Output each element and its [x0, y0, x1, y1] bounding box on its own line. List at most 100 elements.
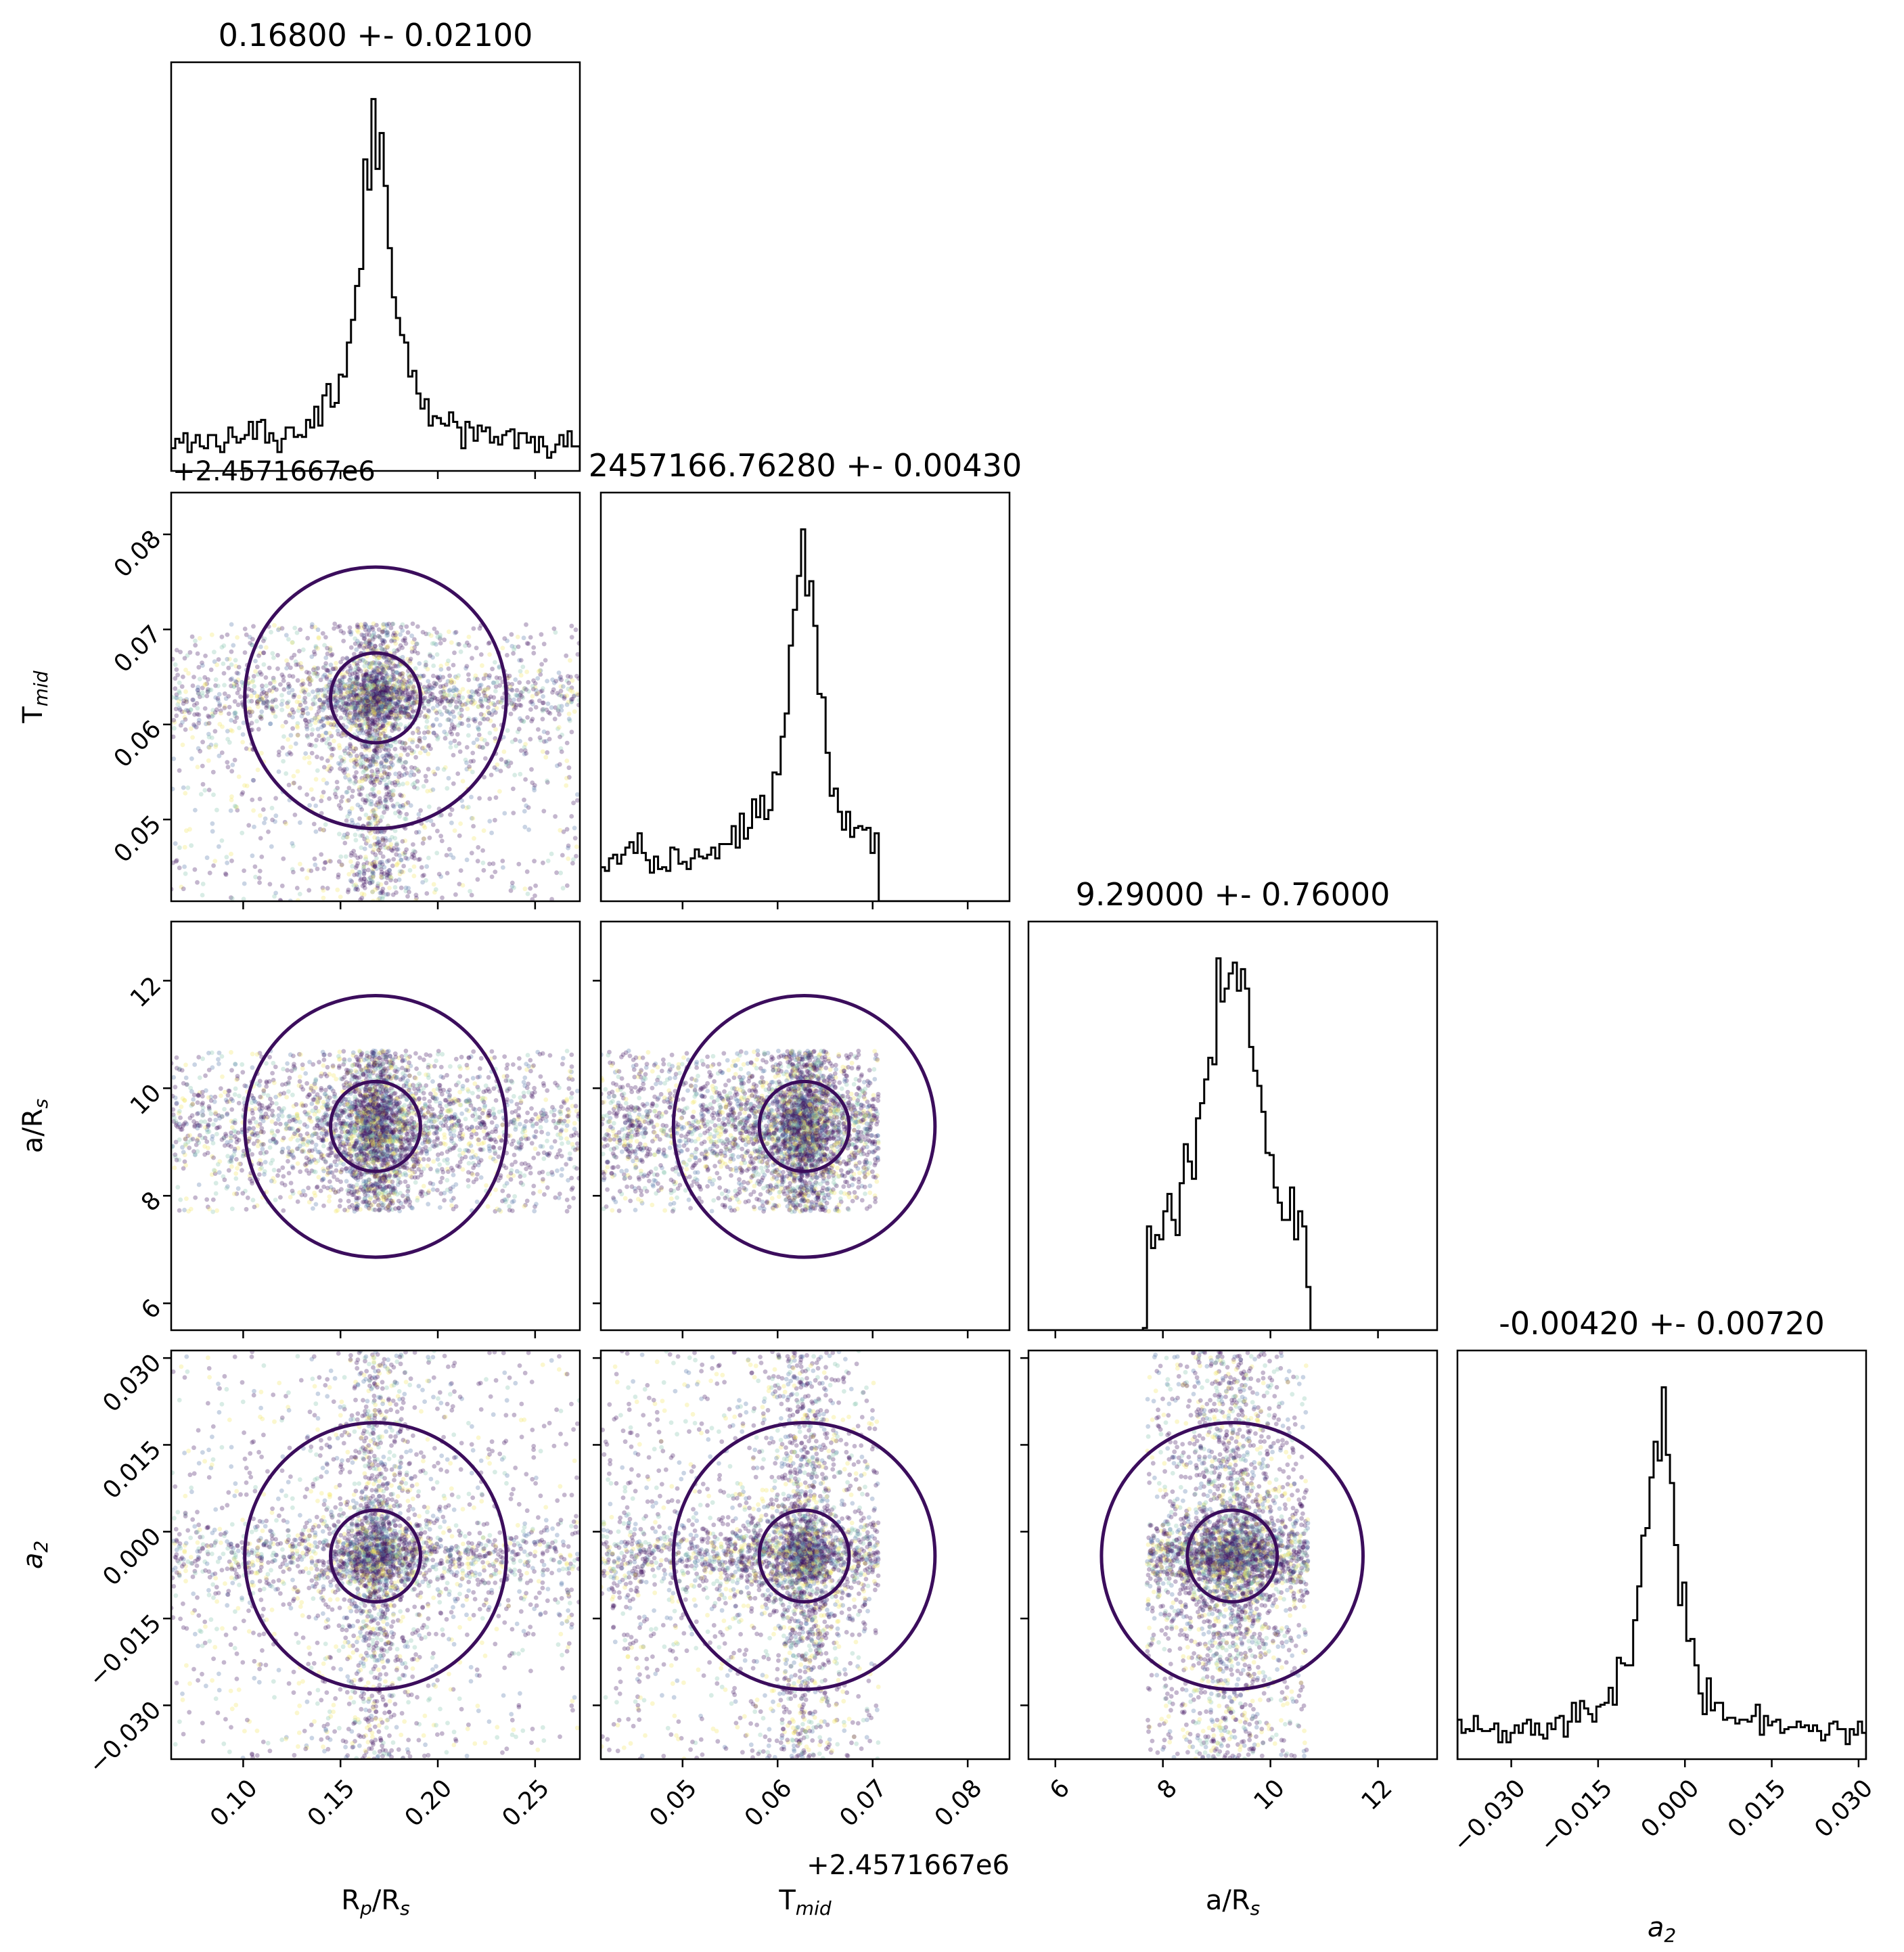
sample-point [221, 643, 227, 648]
sample-point [226, 1168, 231, 1173]
sample-point [387, 702, 392, 707]
sample-point [384, 733, 390, 739]
sample-point [206, 735, 212, 740]
sample-point [328, 722, 334, 727]
sample-point [355, 718, 359, 723]
sample-point [212, 659, 217, 664]
sample-point [264, 705, 269, 710]
sample-point [391, 687, 396, 691]
sample-point [391, 674, 396, 679]
sample-point [375, 800, 380, 805]
sample-point [205, 689, 210, 694]
sample-point [380, 716, 386, 721]
sample-point [384, 804, 390, 809]
sample-point [319, 725, 324, 729]
sample-point [229, 1206, 235, 1211]
sample-point [371, 633, 376, 638]
sample-point [399, 625, 404, 630]
sample-point [455, 731, 460, 737]
sample-point [361, 677, 366, 683]
sample-point [361, 675, 367, 680]
sample-point [389, 705, 394, 710]
sample-point [363, 721, 368, 727]
sample-point [378, 777, 384, 783]
sample-point [365, 719, 371, 723]
sample-point [271, 677, 276, 683]
sample-point [434, 642, 438, 647]
sample-point [405, 656, 410, 662]
sample-point [371, 721, 376, 726]
sample-point [380, 702, 385, 707]
sample-point [387, 698, 392, 703]
sample-point [566, 674, 570, 679]
sample-point [369, 802, 374, 807]
sample-point [422, 705, 427, 710]
sample-point [392, 782, 398, 788]
sample-point [186, 671, 191, 676]
sample-point [426, 699, 431, 704]
sample-point [459, 707, 464, 712]
sample-point [348, 666, 353, 671]
sample-point [470, 769, 475, 775]
sample-point [374, 687, 380, 692]
sample-point [432, 627, 437, 631]
sample-point [360, 673, 365, 679]
sample-point [396, 702, 401, 706]
sample-point [384, 702, 389, 707]
sample-point [261, 689, 267, 695]
sample-point [457, 699, 462, 704]
sample-point [263, 1160, 268, 1164]
sample-point [393, 811, 398, 816]
sample-point [371, 709, 377, 714]
sample-point [392, 695, 396, 700]
sample-point [380, 896, 385, 901]
sample-point [197, 1090, 202, 1095]
sample-point [384, 685, 388, 690]
sample-point [249, 721, 254, 726]
sample-point [390, 724, 394, 729]
sample-point [355, 695, 361, 700]
sample-point [340, 768, 346, 773]
sample-point [374, 673, 380, 677]
sample-point [449, 698, 455, 703]
sample-point [357, 755, 362, 760]
sample-point [528, 1171, 533, 1176]
sample-point [249, 709, 254, 714]
sample-point [379, 691, 384, 696]
sample-point [423, 748, 428, 754]
sample-point [337, 859, 342, 864]
sample-point [401, 682, 406, 687]
sample-point [532, 681, 538, 686]
sample-point [375, 836, 380, 841]
sample-point [416, 830, 422, 835]
sample-point [421, 784, 426, 789]
sample-point [246, 710, 252, 714]
sample-point [229, 895, 233, 901]
sample-point [381, 717, 386, 722]
sample-point [408, 660, 413, 666]
sample-point [481, 867, 486, 873]
sample-point [291, 773, 296, 779]
sample-point [446, 775, 451, 781]
sample-point [479, 699, 484, 704]
sample-point [359, 683, 364, 687]
sample-point [364, 632, 369, 637]
sample-point [348, 678, 353, 683]
sample-point [487, 796, 493, 801]
sample-point [194, 701, 200, 706]
sample-point [394, 681, 400, 687]
sample-point [427, 687, 432, 692]
sample-point [388, 744, 394, 749]
sample-point [210, 769, 216, 775]
sample-point [556, 707, 561, 712]
sample-point [362, 698, 367, 702]
sample-point [311, 796, 316, 802]
sample-point [452, 828, 457, 833]
sample-point [438, 635, 443, 640]
sample-point [296, 708, 301, 713]
sample-point [531, 678, 536, 683]
sample-point [372, 679, 378, 684]
sample-point [297, 700, 302, 705]
sample-point [370, 719, 376, 724]
sample-point [367, 723, 372, 727]
